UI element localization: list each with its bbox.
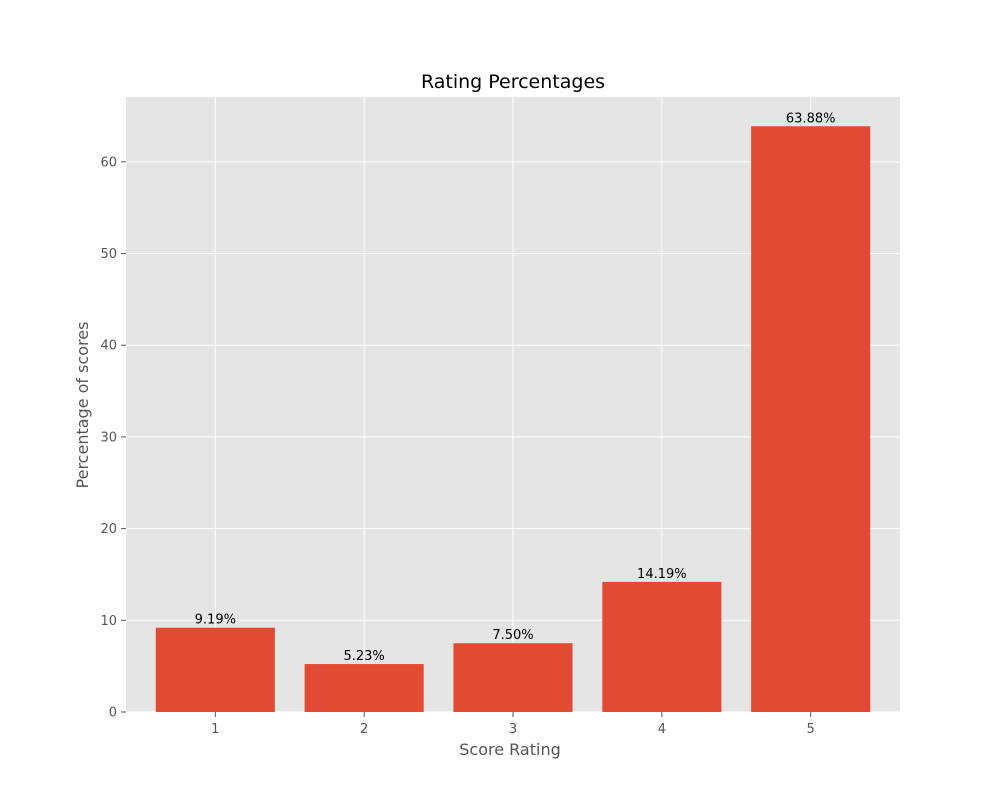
x-axis-label: Score Rating	[459, 740, 560, 759]
bar-value-label: 9.19%	[195, 613, 236, 628]
y-axis-label: Percentage of scores	[73, 322, 92, 489]
bar	[751, 126, 871, 712]
bar-value-label: 7.50%	[492, 628, 533, 643]
y-tick-label: 20	[100, 522, 117, 537]
x-tick-label: 4	[658, 722, 666, 737]
chart-title: Rating Percentages	[421, 71, 605, 93]
y-axis: 0 10 20 30 40 50 60	[100, 155, 126, 721]
bar-value-label: 5.23%	[343, 649, 384, 664]
y-tick-label: 50	[100, 247, 117, 262]
bar-value-label: 14.19%	[637, 567, 687, 582]
y-tick-label: 10	[100, 614, 117, 629]
x-tick-label: 1	[211, 722, 219, 737]
x-tick-label: 3	[509, 722, 517, 737]
y-tick-label: 40	[100, 339, 117, 354]
bar	[155, 627, 275, 712]
bars	[155, 126, 871, 712]
y-tick-label: 30	[100, 430, 117, 445]
bar	[602, 581, 722, 712]
bar-value-label: 63.88%	[786, 111, 836, 126]
x-tick-label: 5	[807, 722, 815, 737]
bar	[304, 664, 424, 712]
x-axis: 1 2 3 4 5	[211, 712, 815, 737]
x-tick-label: 2	[360, 722, 368, 737]
y-tick-label: 0	[109, 706, 117, 721]
bar	[453, 643, 573, 712]
y-tick-label: 60	[100, 155, 117, 170]
data-labels: 9.19% 5.23% 7.50% 14.19% 63.88%	[195, 111, 836, 664]
